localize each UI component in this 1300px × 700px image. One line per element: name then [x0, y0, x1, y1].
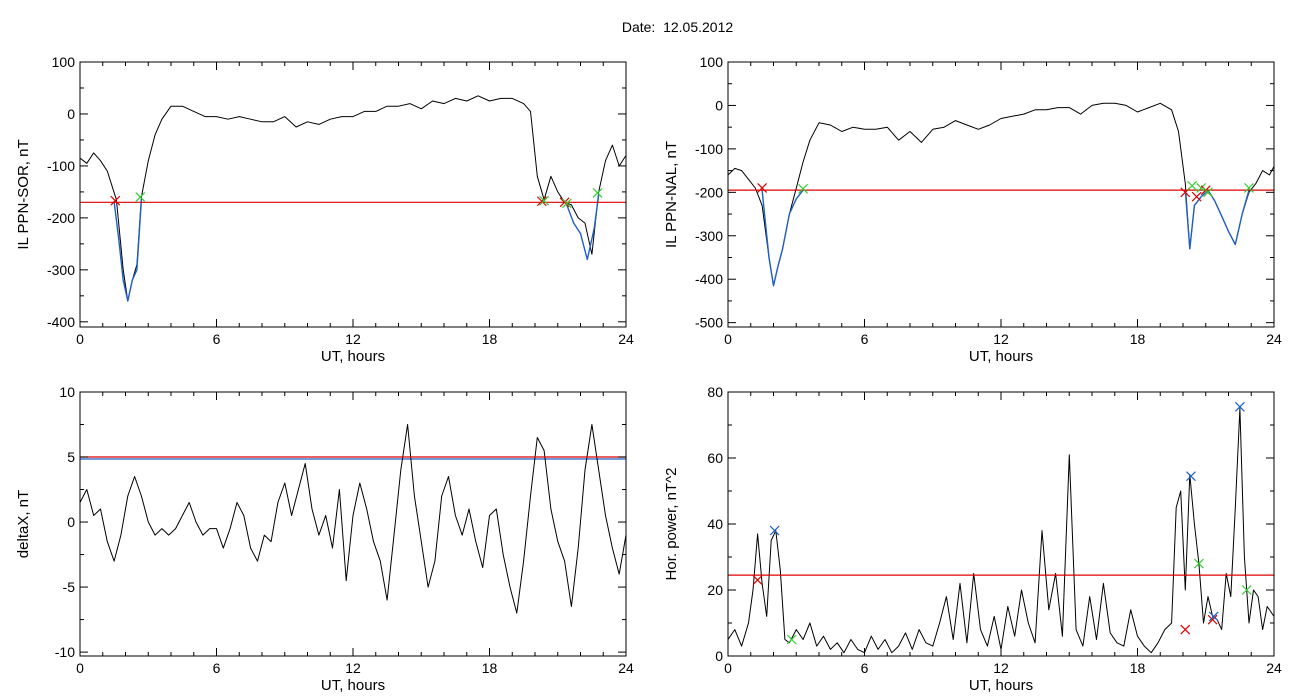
x-tick-label: 0	[76, 660, 84, 676]
y-tick-label: 100	[700, 54, 724, 70]
highlight-series-line	[761, 189, 804, 287]
x-tick-label: 6	[861, 331, 869, 347]
y-tick-label: 0	[67, 514, 75, 530]
y-tick-label: -100	[47, 158, 75, 174]
y-tick-label: 10	[59, 384, 75, 400]
x-tick-label: 18	[482, 331, 498, 347]
y-tick-label: 0	[67, 106, 75, 122]
plot-frame	[79, 61, 627, 328]
x-tick-label: 24	[618, 331, 634, 347]
y-tick-label: -5	[63, 579, 76, 595]
start-marker	[1207, 614, 1218, 625]
chart-panel-nal: 0 6 12 18 24 -500 -400 -300 -200 -100 0 100 UT, hour…	[663, 54, 1282, 365]
peak-marker	[1186, 471, 1196, 482]
x-tick-label: 6	[213, 660, 221, 676]
x-axis-label: UT, hours	[969, 348, 1033, 365]
y-axis-label: IL PPN-SOR, nT	[15, 139, 32, 249]
y-tick-label: -400	[47, 314, 75, 330]
data-series-line	[727, 408, 1275, 654]
start-marker	[559, 197, 570, 208]
x-axis-label: UT, hours	[321, 677, 385, 694]
x-tick-label: 18	[1130, 331, 1146, 347]
y-tick-label: 80	[707, 384, 723, 400]
end-marker	[798, 183, 808, 194]
x-tick-label: 0	[76, 331, 84, 347]
y-tick-label: -300	[47, 262, 75, 278]
x-axis-label: UT, hours	[321, 348, 385, 365]
y-tick-label: -200	[47, 210, 75, 226]
y-tick-label: -500	[695, 315, 723, 331]
y-tick-label: 0	[715, 648, 723, 664]
y-axis-label: deltaX, nT	[15, 490, 32, 558]
end-marker	[1241, 585, 1252, 595]
end-marker	[135, 192, 146, 203]
end-marker	[1187, 180, 1198, 191]
x-tick-label: 6	[213, 331, 221, 347]
x-tick-label: 12	[993, 331, 1009, 347]
data-series-line	[727, 102, 1275, 287]
y-tick-label: -100	[695, 141, 723, 157]
y-tick-label: 5	[67, 449, 75, 465]
end-marker	[786, 634, 797, 645]
y-tick-label: 20	[707, 582, 723, 598]
x-tick-label: 18	[1130, 660, 1146, 676]
end-marker	[1244, 183, 1254, 193]
start-marker	[536, 196, 547, 207]
y-tick-label: -10	[55, 644, 75, 660]
end-marker	[592, 188, 603, 198]
plot-frame	[79, 391, 627, 657]
plot-frame	[727, 391, 1275, 657]
figure-title: Date: 12.05.2012	[621, 19, 734, 35]
y-tick-label: 40	[707, 516, 723, 532]
x-tick-label: 0	[724, 660, 732, 676]
x-tick-label: 12	[993, 660, 1009, 676]
start-marker	[757, 183, 768, 193]
start-marker	[1180, 624, 1191, 635]
highlight-series-line	[1184, 189, 1250, 250]
y-tick-label: -200	[695, 184, 723, 200]
x-tick-label: 24	[1266, 331, 1282, 347]
x-tick-label: 24	[618, 660, 634, 676]
peak-marker	[769, 525, 780, 536]
y-axis-label: IL PPN-NAL, nT	[663, 141, 680, 248]
x-tick-label: 12	[345, 660, 361, 676]
highlight-series-line	[566, 194, 600, 261]
peak-marker	[1234, 401, 1245, 412]
chart-panel-deltax: 0 6 12 18 24 -10 -5 0 5 10 UT, hours deltaX, nT	[15, 384, 634, 694]
end-marker	[1203, 187, 1213, 198]
x-tick-label: 6	[861, 660, 869, 676]
highlight-series-line	[113, 199, 143, 302]
peak-marker	[1208, 611, 1219, 622]
plot-frame	[727, 61, 1275, 328]
y-tick-label: 0	[715, 97, 723, 113]
y-tick-label: 100	[52, 54, 76, 70]
y-axis-label: Hor. power, nT^2	[663, 468, 680, 581]
y-tick-label: -300	[695, 228, 723, 244]
x-tick-label: 12	[345, 331, 361, 347]
chart-panel-sor: 0 6 12 18 24 -400 -300 -200 -100 0 100 UT, hours IL …	[15, 54, 634, 365]
data-series-line	[79, 95, 627, 302]
end-marker	[539, 195, 550, 206]
end-marker	[1194, 558, 1204, 569]
data-series-line	[79, 424, 627, 614]
start-marker	[752, 575, 763, 586]
x-tick-label: 0	[724, 331, 732, 347]
end-marker	[561, 198, 572, 209]
y-tick-label: -400	[695, 271, 723, 287]
x-tick-label: 24	[1266, 660, 1282, 676]
chart-panel-hor-power: 0 6 12 18 24 0 20 40 60 80 UT, hours Hor. power, nT…	[663, 384, 1282, 694]
y-tick-label: 60	[707, 450, 723, 466]
start-marker	[110, 195, 121, 206]
x-tick-label: 18	[482, 660, 498, 676]
start-marker	[1191, 191, 1202, 202]
x-axis-label: UT, hours	[969, 677, 1033, 694]
